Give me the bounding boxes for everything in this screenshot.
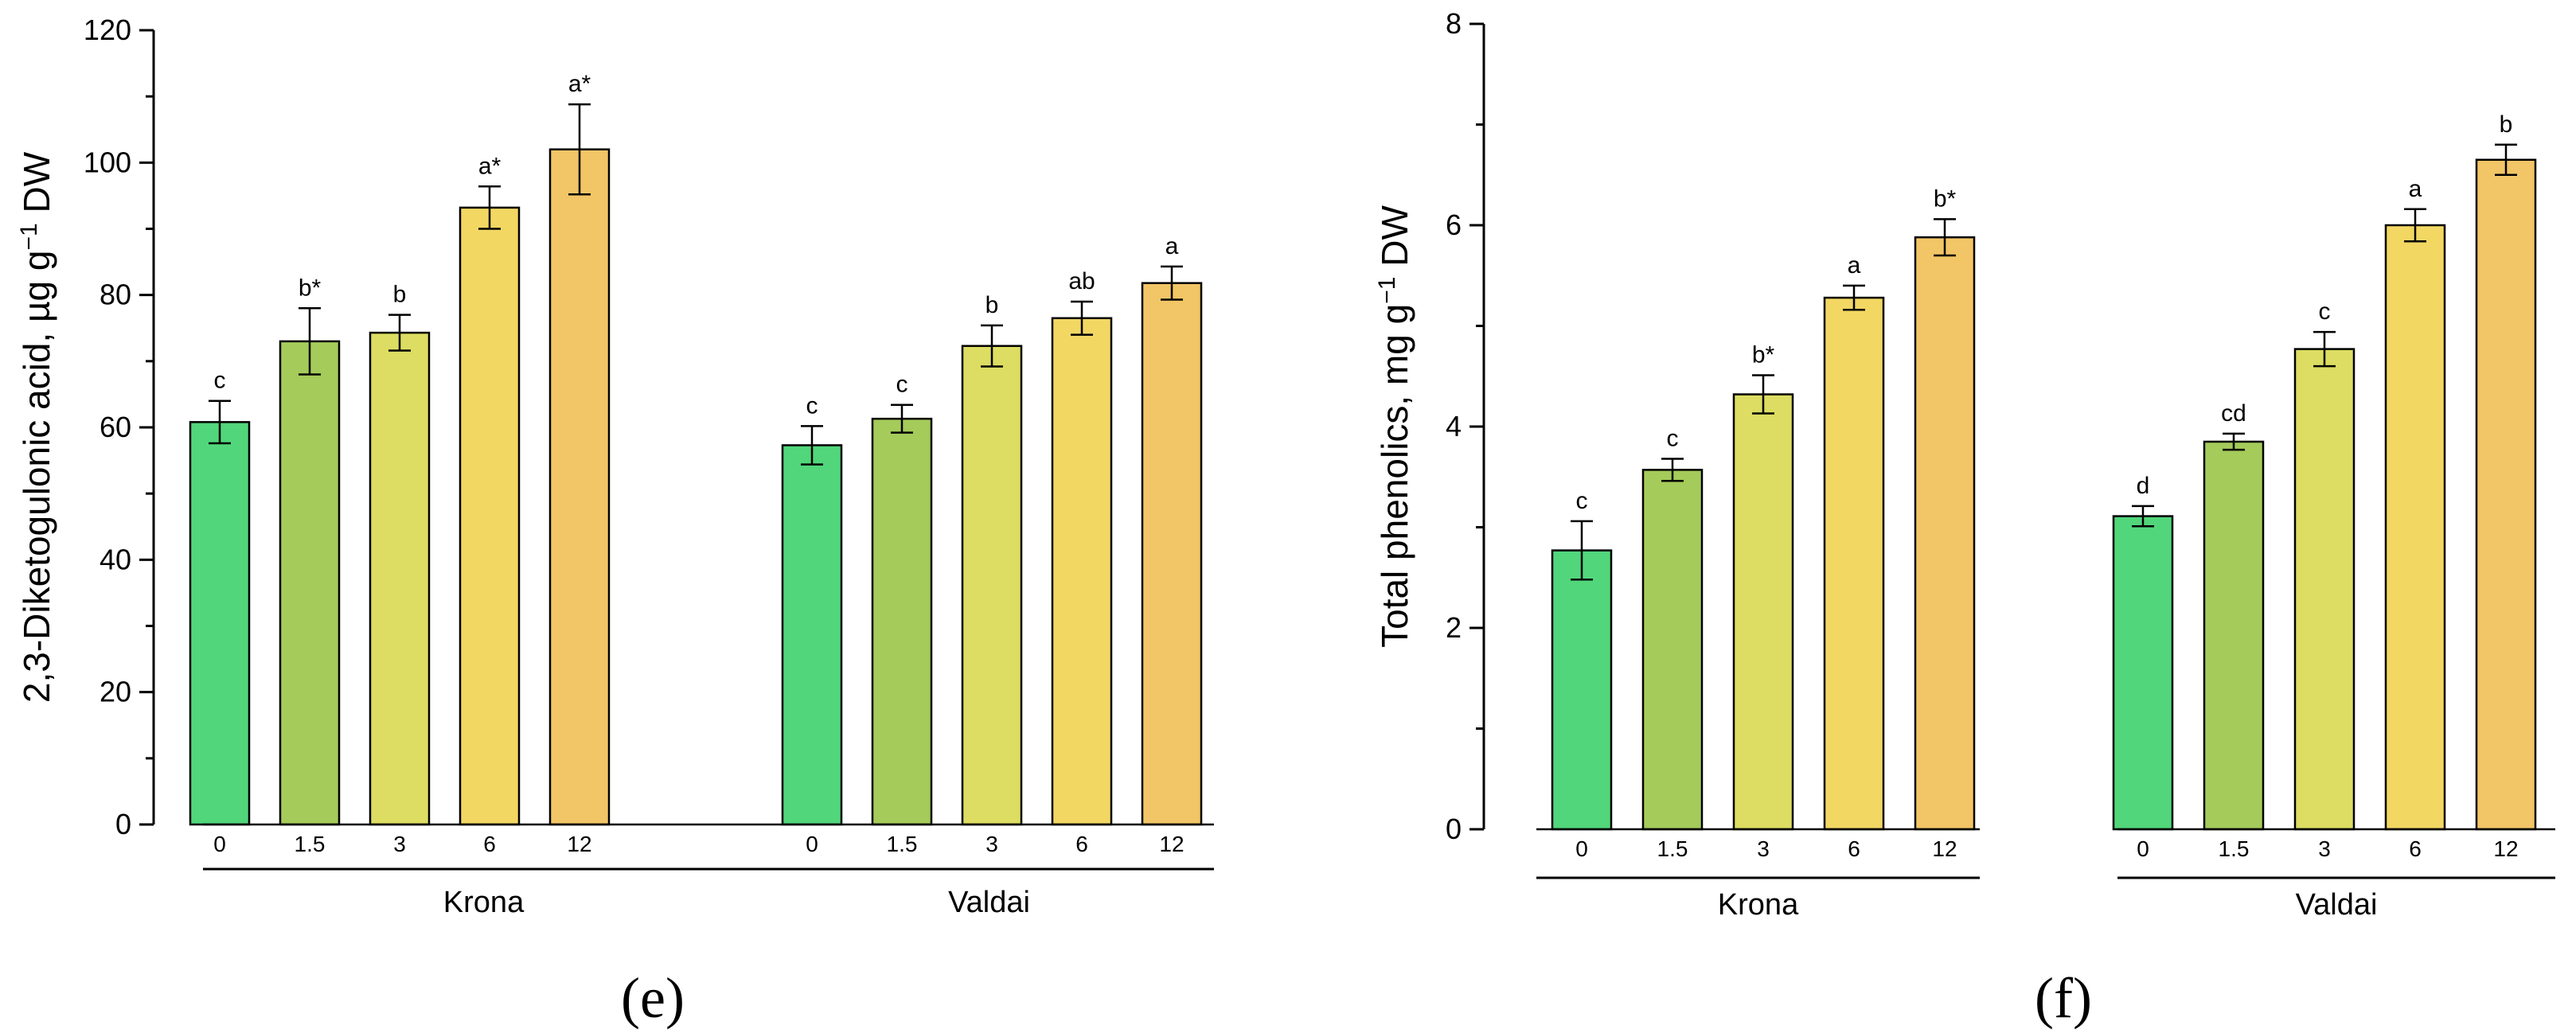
y-tick-label-e: 80 [100,279,131,311]
panel-label-f: (f) [2035,966,2092,1030]
significance-letter-e: a* [568,71,591,97]
category-label-e: 1.5 [887,832,918,856]
category-label-f: 12 [1932,836,1957,861]
y-tick-label-f: 2 [1446,611,1462,644]
significance-letter-f: b [2500,111,2513,138]
group-label-f-krona: Krona [1718,888,1799,922]
y-tick-label-e: 60 [100,411,131,443]
significance-letter-e: ab [1068,268,1095,294]
bar-e-valdai-3 [961,345,1023,826]
significance-letter-f: c [2319,298,2331,325]
category-label-f: 0 [2137,836,2149,861]
bar-e-valdai-12 [1141,282,1203,826]
category-label-f: 6 [1848,836,1860,861]
category-label-f: 1.5 [1657,836,1688,861]
category-label-e: 6 [483,832,496,856]
bar-f-krona-12 [1914,236,1976,831]
significance-letter-f: a [1848,252,1861,279]
significance-letter-f: b* [1752,341,1775,368]
category-label-e: 1.5 [295,832,326,856]
significance-letter-e: c [214,368,226,394]
bar-e-krona-12 [548,148,611,826]
y-tick-label-e: 40 [100,543,131,575]
significance-letter-f: cd [2221,400,2246,427]
significance-letter-e: b* [299,275,322,301]
bar-f-valdai-12 [2475,158,2537,831]
bar-f-valdai-1.5 [2203,440,2265,831]
bar-e-valdai-0 [781,444,843,826]
bar-f-valdai-6 [2384,224,2446,831]
category-label-e: 12 [1159,832,1184,856]
significance-letter-e: c [806,392,818,419]
category-label-e: 3 [986,832,998,856]
category-label-f: 0 [1575,836,1588,861]
category-label-f: 3 [1757,836,1770,861]
y-tick-label-e: 120 [84,14,131,46]
category-label-f: 6 [2409,836,2422,861]
bar-e-krona-6 [459,206,521,826]
category-label-e: 0 [213,832,226,856]
y-tick-label-e: 20 [100,676,131,708]
bar-e-valdai-1.5 [871,417,933,826]
significance-letter-e: c [896,372,908,398]
significance-letter-e: a [1165,233,1179,259]
group-label-e-krona: Krona [443,886,525,919]
y-axis-label-e: 2,3-Diketogulonic acid, µg g−1 DW [16,151,58,703]
bar-f-valdai-0 [2112,515,2174,831]
bar-f-krona-3 [1732,393,1794,831]
group-label-f-valdai: Valdai [2296,888,2378,922]
bar-e-krona-3 [369,331,431,826]
chart-f-total-phenolics: 0 2 4 6 8 Total phenolics, mg g−1 DW c 0 c 1.5 b* 3… [1374,7,2555,922]
significance-letter-f: d [2137,473,2150,499]
significance-letter-e: b [986,292,999,318]
bar-e-krona-0 [189,421,251,826]
category-label-f: 1.5 [2219,836,2250,861]
panel-label-e: (e) [621,966,685,1030]
bar-f-krona-1.5 [1641,469,1704,831]
significance-letter-e: b [393,282,407,308]
category-label-f: 3 [2318,836,2331,861]
y-tick-label-f: 4 [1446,410,1462,442]
category-label-e: 6 [1075,832,1088,856]
y-tick-label-f: 0 [1446,813,1462,845]
category-label-e: 0 [806,832,818,856]
y-tick-label-e: 100 [84,146,131,178]
significance-letter-e: a* [478,153,502,179]
y-axis-label-f: Total phenolics, mg g−1 DW [1374,205,1416,648]
significance-letter-f: a [2409,176,2422,202]
y-tick-label-f: 6 [1446,209,1462,241]
bar-e-krona-1.5 [279,340,341,826]
y-tick-label-f: 8 [1446,7,1462,40]
group-label-e-valdai: Valdai [948,886,1030,919]
category-label-e: 3 [393,832,406,856]
bar-e-valdai-6 [1051,317,1113,826]
bar-f-krona-6 [1823,296,1885,831]
bar-f-valdai-3 [2293,348,2355,831]
y-tick-label-e: 0 [115,808,131,840]
bar-f-krona-0 [1551,549,1613,831]
significance-letter-f: b* [1934,185,1957,212]
category-label-f: 12 [2493,836,2518,861]
significance-letter-f: c [1576,488,1588,514]
category-label-e: 12 [567,832,591,856]
significance-letter-f: c [1667,425,1679,451]
